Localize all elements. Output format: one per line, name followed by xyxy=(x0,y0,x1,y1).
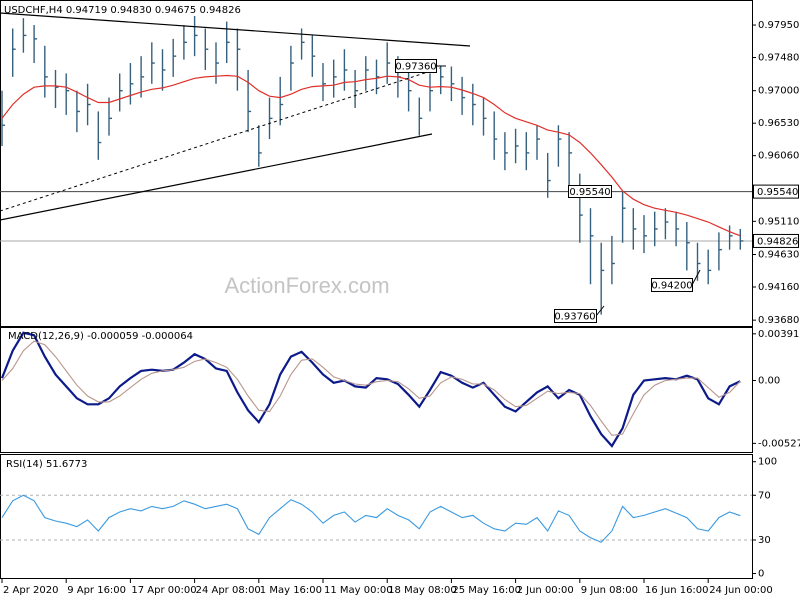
x-tick-label: 24 Jun 00:00 xyxy=(709,585,773,596)
series-line xyxy=(1,494,741,543)
x-tick-label: 16 Jun 16:00 xyxy=(645,585,709,596)
y-tick-label: 0.94160 xyxy=(758,282,799,293)
x-tick-label: 17 Apr 00:00 xyxy=(131,585,196,596)
x-tick-label: 1 May 16:00 xyxy=(260,585,322,596)
y-tick-label: 0.97950 xyxy=(758,20,799,31)
trendline xyxy=(0,12,471,47)
y-tick-label: 0.97000 xyxy=(758,86,799,97)
y-tick-label: 70 xyxy=(758,490,771,501)
y-tick-label: 0.95110 xyxy=(758,216,799,227)
annotation: 0.97360 xyxy=(395,59,446,73)
y-tick-label: 0.94630 xyxy=(758,250,799,261)
x-tick-label: 18 May 08:00 xyxy=(388,585,457,596)
annotation-label: 0.94200 xyxy=(651,281,692,292)
price-panel-frame xyxy=(0,0,753,327)
x-tick-label: 9 Jun 08:00 xyxy=(581,585,638,596)
y-tick-label: 0.003911 xyxy=(758,329,800,340)
annotation: 0.93760 xyxy=(554,305,605,323)
rsi-panel-frame xyxy=(0,454,753,579)
y-tick-label: 0.97480 xyxy=(758,53,799,64)
panel-title: MACD(12,26,9) -0.000059 -0.000064 xyxy=(8,331,193,342)
x-tick-label: 2 Jun 00:00 xyxy=(517,585,574,596)
price-level-label: 0.95540 xyxy=(757,187,798,198)
y-tick-label: 0.96530 xyxy=(758,118,799,129)
price-level-box xyxy=(753,233,799,248)
series-line xyxy=(0,331,741,448)
moving-average-line xyxy=(1,74,741,237)
chart-title: USDCHF,H4 0.94719 0.94830 0.94675 0.9482… xyxy=(4,5,241,16)
annotation-label: 0.95540 xyxy=(569,187,610,198)
y-tick-label: 0.00 xyxy=(758,375,780,386)
trendline xyxy=(0,67,441,212)
macd-panel-frame xyxy=(0,327,753,453)
series-line xyxy=(1,340,741,436)
price-level-box xyxy=(753,184,799,199)
annotation: 0.95540 xyxy=(568,185,612,198)
x-tick-label: 9 Apr 16:00 xyxy=(67,585,126,596)
plot-layer xyxy=(0,16,752,543)
annotation: 0.94200 xyxy=(651,269,701,292)
y-tick-label: 30 xyxy=(758,535,771,546)
y-tick-label: 0 xyxy=(758,569,764,580)
panel-title: RSI(14) 51.6773 xyxy=(6,459,87,470)
annotation-label: 0.97360 xyxy=(395,62,436,73)
x-tick-label: 11 May 00:00 xyxy=(324,585,393,596)
x-tick-label: 25 May 16:00 xyxy=(452,585,521,596)
watermark: ActionForex.com xyxy=(224,273,389,298)
y-tick-label: -0.005277 xyxy=(758,438,800,449)
trendline xyxy=(0,133,433,221)
annotation-label: 0.93760 xyxy=(554,312,595,323)
price-level-label: 0.94826 xyxy=(757,236,798,247)
x-tick-label: 24 Apr 08:00 xyxy=(196,585,261,596)
y-tick-label: 0.96060 xyxy=(758,151,799,162)
x-tick-label: 2 Apr 2020 xyxy=(3,585,58,596)
y-tick-label: 0.93680 xyxy=(758,315,799,326)
y-tick-label: 100 xyxy=(758,457,777,468)
